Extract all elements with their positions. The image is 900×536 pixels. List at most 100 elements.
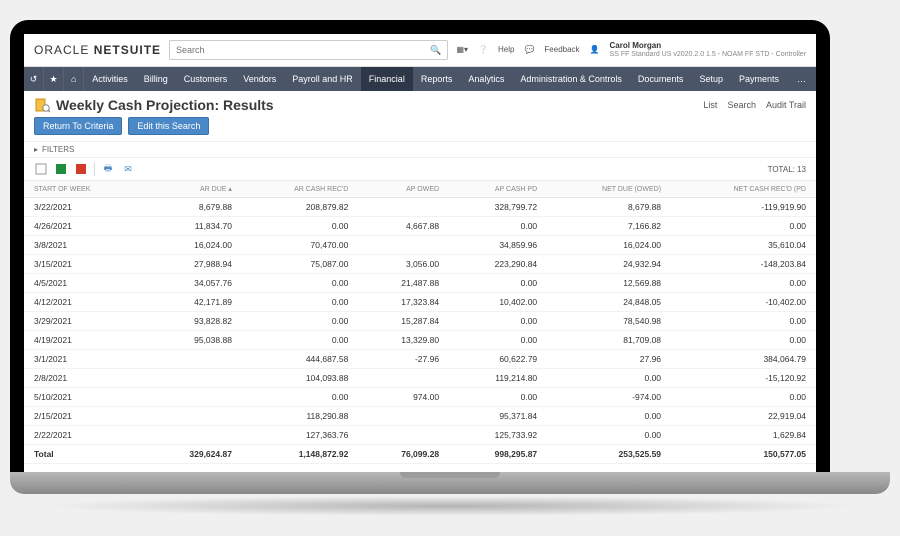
nav-item-activities[interactable]: Activities	[84, 67, 136, 91]
total-count: 13	[797, 165, 806, 174]
email-icon[interactable]: ✉	[121, 162, 135, 176]
export-xls-icon[interactable]	[54, 162, 68, 176]
table-row: 4/12/202142,171.890.0017,323.8410,402.00…	[24, 293, 816, 312]
table-cell: -15,120.92	[671, 369, 816, 388]
help-link[interactable]: Help	[498, 45, 514, 54]
filters-bar[interactable]: ▸ FILTERS	[24, 141, 816, 158]
column-header[interactable]: AR DUE ▴	[144, 181, 242, 198]
feedback-link[interactable]: Feedback	[544, 45, 579, 54]
table-cell: 93,828.82	[144, 312, 242, 331]
page-title: Weekly Cash Projection: Results	[56, 97, 274, 113]
table-cell: 223,290.84	[449, 255, 547, 274]
table-cell: 119,214.80	[449, 369, 547, 388]
table-cell: 0.00	[671, 217, 816, 236]
expand-icon[interactable]: ▸	[34, 145, 38, 154]
table-cell: 3/8/2021	[24, 236, 144, 255]
nav-item-documents[interactable]: Documents	[630, 67, 692, 91]
nav-item-financial[interactable]: Financial	[361, 67, 413, 91]
nav-item-payments[interactable]: Payments	[731, 67, 787, 91]
table-cell: 60,622.79	[449, 350, 547, 369]
nav-item-reports[interactable]: Reports	[413, 67, 461, 91]
nav-star-icon[interactable]: ★	[44, 67, 64, 91]
table-cell: 329,624.87	[144, 445, 242, 464]
user-block[interactable]: Carol Morgan SS FF Standard US v2020.2.0…	[610, 42, 806, 58]
nav-item-setup[interactable]: Setup	[691, 67, 731, 91]
table-cell: 0.00	[671, 388, 816, 407]
column-header[interactable]: AP OWED	[358, 181, 449, 198]
nav-item-payroll-and-hr[interactable]: Payroll and HR	[284, 67, 361, 91]
table-cell	[144, 388, 242, 407]
table-cell	[144, 350, 242, 369]
table-cell: 16,024.00	[547, 236, 671, 255]
table-cell: -27.96	[358, 350, 449, 369]
export-csv-icon[interactable]	[34, 162, 48, 176]
table-cell	[358, 236, 449, 255]
column-header[interactable]: START OF WEEK	[24, 181, 144, 198]
table-cell: 2/22/2021	[24, 426, 144, 445]
table-cell: 0.00	[242, 312, 358, 331]
table-cell: 16,024.00	[144, 236, 242, 255]
table-cell: 34,057.76	[144, 274, 242, 293]
link-list[interactable]: List	[703, 100, 717, 110]
table-cell: 384,064.79	[671, 350, 816, 369]
table-cell: 34,859.96	[449, 236, 547, 255]
table-cell: -974.00	[547, 388, 671, 407]
table-cell: 76,099.28	[358, 445, 449, 464]
print-icon[interactable]: 🖶	[101, 162, 115, 176]
table-cell: 0.00	[242, 217, 358, 236]
apps-icon[interactable]: ▦▾	[456, 45, 468, 54]
edit-search-button[interactable]: Edit this Search	[128, 117, 209, 135]
column-header[interactable]: AR CASH REC'D	[242, 181, 358, 198]
table-cell	[358, 198, 449, 217]
nav-item-analytics[interactable]: Analytics	[460, 67, 512, 91]
table-cell: 4,667.88	[358, 217, 449, 236]
export-pdf-icon[interactable]	[74, 162, 88, 176]
search-icon[interactable]: 🔍	[430, 45, 441, 56]
table-cell: 0.00	[671, 331, 816, 350]
table-cell: 998,295.87	[449, 445, 547, 464]
nav-item-vendors[interactable]: Vendors	[235, 67, 284, 91]
column-header[interactable]: NET DUE (OWED)	[547, 181, 671, 198]
link-search[interactable]: Search	[727, 100, 756, 110]
feedback-icon[interactable]: 💬	[524, 45, 534, 54]
return-to-criteria-button[interactable]: Return To Criteria	[34, 117, 122, 135]
page-icon	[34, 97, 50, 113]
table-cell: 3,056.00	[358, 255, 449, 274]
column-header[interactable]: AP CASH PD	[449, 181, 547, 198]
table-cell: 21,487.88	[358, 274, 449, 293]
link-audit-trail[interactable]: Audit Trail	[766, 100, 806, 110]
table-cell: 2/15/2021	[24, 407, 144, 426]
table-cell: 208,879.82	[242, 198, 358, 217]
table-cell: 0.00	[449, 217, 547, 236]
table-cell: 22,919.04	[671, 407, 816, 426]
table-cell: 3/29/2021	[24, 312, 144, 331]
table-cell: 11,834.70	[144, 217, 242, 236]
total-label: TOTAL:	[768, 165, 795, 174]
nav-item-administration-controls[interactable]: Administration & Controls	[512, 67, 630, 91]
global-search[interactable]: 🔍	[169, 40, 448, 60]
nav-item-customers[interactable]: Customers	[176, 67, 236, 91]
column-header[interactable]: NET CASH REC'D (PD	[671, 181, 816, 198]
nav-item-billing[interactable]: Billing	[136, 67, 176, 91]
table-cell: Total	[24, 445, 144, 464]
table-cell: 118,290.88	[242, 407, 358, 426]
table-cell: 35,610.04	[671, 236, 816, 255]
table-cell: 10,402.00	[449, 293, 547, 312]
table-row: 3/22/20218,679.88208,879.82328,799.728,6…	[24, 198, 816, 217]
table-cell: 95,038.88	[144, 331, 242, 350]
table-row: 2/22/2021127,363.76125,733.920.001,629.8…	[24, 426, 816, 445]
nav-home-icon[interactable]: ⌂	[64, 67, 84, 91]
nav-history-icon[interactable]: ↺	[24, 67, 44, 91]
help-icon[interactable]: ❔	[478, 45, 488, 54]
table-cell: 1,629.84	[671, 426, 816, 445]
user-icon[interactable]: 👤	[590, 45, 600, 54]
table-cell: 104,093.88	[242, 369, 358, 388]
table-cell: 0.00	[449, 312, 547, 331]
search-input[interactable]	[176, 45, 430, 55]
table-cell	[144, 426, 242, 445]
results-table: START OF WEEKAR DUE ▴AR CASH REC'DAP OWE…	[24, 181, 816, 464]
table-cell: 328,799.72	[449, 198, 547, 217]
table-cell: 150,577.05	[671, 445, 816, 464]
nav-more[interactable]: …	[787, 74, 816, 84]
table-cell: 0.00	[449, 274, 547, 293]
